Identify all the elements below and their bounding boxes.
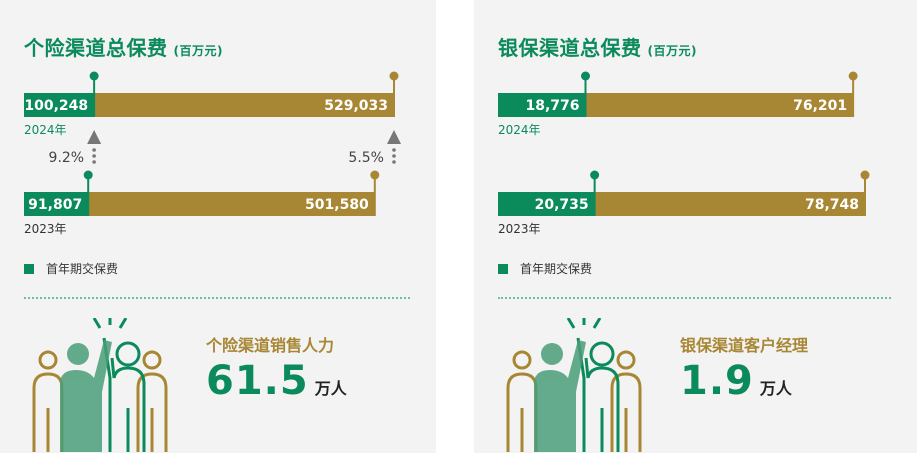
legend: 首年期交保费: [24, 260, 118, 277]
growth-dot: [92, 160, 96, 164]
team-people-icon: [32, 318, 168, 452]
stat-value: 61.5 万人: [206, 358, 347, 404]
category-label: 2024年: [498, 123, 541, 137]
bar-first-year: [24, 192, 89, 216]
category-label: 2023年: [24, 222, 67, 236]
marker-dot: [370, 170, 380, 180]
growth-arrow-icon: [387, 130, 401, 144]
marker-dot: [389, 71, 399, 81]
marker-dot: [590, 170, 600, 180]
dotted-divider: [24, 297, 410, 299]
growth-dot: [392, 154, 396, 158]
stat-label: 银保渠道客户经理: [680, 336, 809, 355]
bar-first-year: [498, 93, 586, 117]
team-people-icon: [506, 318, 642, 452]
stat-label: 个险渠道销售人力: [206, 336, 335, 355]
dotted-divider: [498, 297, 891, 299]
legend-swatch: [24, 263, 34, 274]
chart-title: 个险渠道总保费 (百万元): [24, 36, 223, 60]
data-label: 18,776: [525, 98, 579, 114]
marker-dot: [848, 71, 858, 81]
panel-agency: 个险渠道总保费 (百万元) 100,248 529,033 2024年 91,807 50…: [0, 0, 436, 453]
bar-chart-bancassurance: 18,776 76,201 2024年 20,735 78,748 2023年: [498, 71, 870, 236]
stat-value: 1.9 万人: [680, 358, 792, 404]
marker-dot: [581, 71, 591, 81]
category-label: 2024年: [24, 123, 67, 137]
marker-dot: [860, 170, 870, 180]
data-label: 100,248: [24, 98, 88, 114]
growth-arrow-icon: [87, 130, 102, 144]
growth-dot: [92, 154, 96, 158]
data-label: 529,033: [324, 98, 388, 114]
data-label: 76,201: [793, 98, 847, 114]
bar-first-year: [498, 192, 595, 216]
legend-swatch: [498, 263, 508, 274]
data-label: 91,807: [28, 197, 82, 213]
marker-dot: [83, 170, 93, 180]
growth-dot: [392, 160, 396, 164]
chart-title: 银保渠道总保费 (百万元): [498, 36, 697, 60]
growth-dot: [92, 148, 96, 152]
data-label: 78,748: [805, 197, 859, 213]
category-label: 2023年: [498, 222, 541, 236]
panel-bancassurance: 银保渠道总保费 (百万元) 18,776 76,201 2024年 20,735 78,7…: [474, 0, 917, 453]
legend-label: 首年期交保费: [520, 262, 593, 276]
growth-label: 9.2%: [49, 150, 85, 166]
marker-dot: [89, 71, 99, 81]
legend-label: 首年期交保费: [46, 262, 119, 276]
data-label: 20,735: [535, 197, 589, 213]
data-label: 501,580: [305, 197, 369, 213]
bar-chart-agency: 100,248 529,033 2024年 91,807 501,580 2023年 9.2…: [24, 71, 401, 236]
legend: 首年期交保费: [498, 260, 592, 277]
growth-dot: [392, 148, 396, 152]
growth-label: 5.5%: [348, 150, 384, 166]
bar-first-year: [24, 93, 95, 117]
